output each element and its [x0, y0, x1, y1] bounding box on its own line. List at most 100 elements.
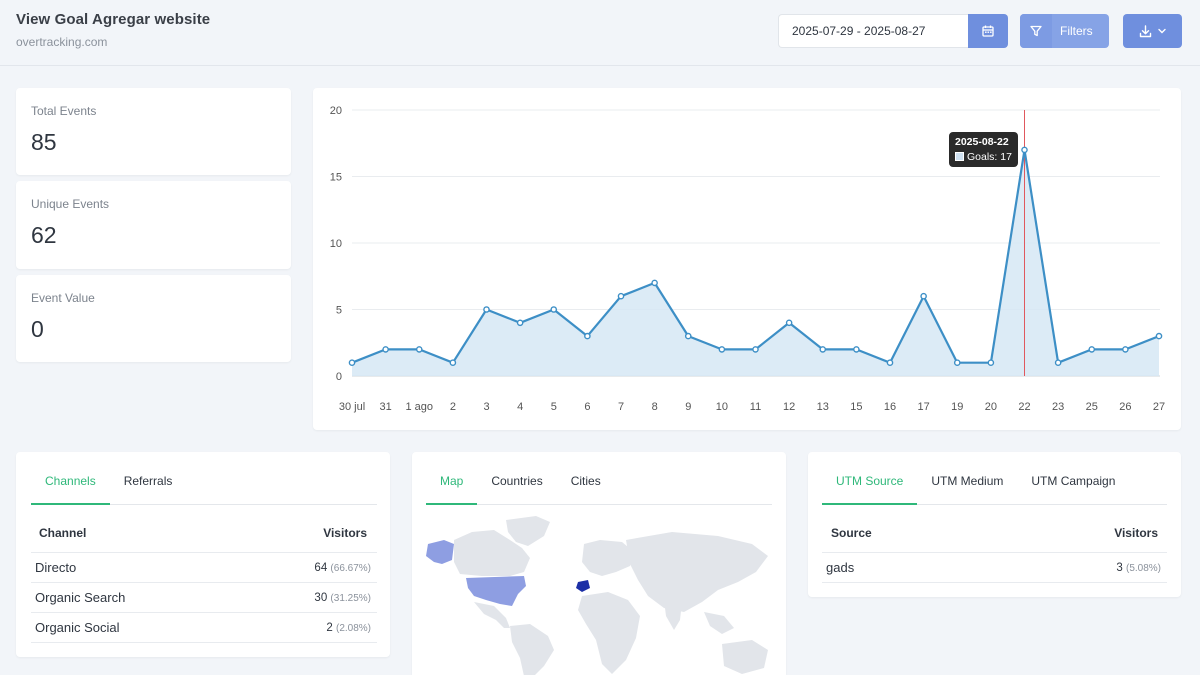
stat-label: Total Events [31, 104, 97, 118]
row-label: Directo [35, 560, 77, 575]
visitors-count: 3 [1116, 561, 1123, 574]
table-row[interactable]: Organic Social 2 (2.08%) [31, 613, 377, 643]
tab-referrals[interactable]: Referrals [123, 474, 173, 488]
row-label: Organic Search [35, 590, 126, 605]
x-tick-label: 20 [985, 401, 997, 413]
date-range-input[interactable]: 2025-07-29 - 2025-08-27 [778, 14, 968, 48]
x-tick-label: 23 [1052, 401, 1064, 413]
tab-utm-campaign[interactable]: UTM Campaign [1031, 474, 1116, 488]
stat-value: 0 [31, 316, 44, 342]
data-point [483, 306, 490, 313]
row-value: 2 (2.08%) [326, 622, 377, 634]
x-tick-label: 13 [817, 401, 829, 413]
data-point [987, 359, 995, 367]
map-region-south-america [510, 624, 554, 675]
tab-utm-medium[interactable]: UTM Medium [931, 474, 1004, 488]
data-point [617, 292, 625, 300]
x-tick-label: 16 [884, 401, 896, 413]
row-label: Organic Social [35, 620, 120, 635]
column-header-channel: Channel [39, 526, 87, 540]
geo-card: Map Countries Cities [412, 452, 786, 675]
data-point [516, 319, 524, 327]
data-point [886, 359, 894, 367]
x-tick-label: 19 [951, 401, 963, 413]
page-title: View Goal Agregar website [16, 11, 211, 28]
column-header-visitors: Visitors [1114, 526, 1158, 540]
x-tick-label: 8 [652, 401, 658, 413]
table-row[interactable]: Organic Search 30 (31.25%) [31, 583, 377, 613]
x-tick-label: 31 [380, 401, 392, 413]
download-button[interactable] [1123, 14, 1182, 48]
visitors-percent: (5.08%) [1125, 562, 1161, 574]
chevron-down-icon [1158, 28, 1166, 34]
row-value: 3 (5.08%) [1116, 562, 1167, 574]
map-region-greenland [506, 516, 550, 546]
x-tick-label: 5 [551, 401, 557, 413]
page-header: View Goal Agregar website overtracking.c… [0, 0, 1200, 66]
tooltip-swatch [955, 152, 964, 161]
data-point [718, 346, 726, 353]
stat-value: 85 [31, 129, 57, 155]
column-header-source: Source [831, 526, 872, 540]
stat-card-unique-events: Unique Events 62 [16, 181, 291, 269]
table-row[interactable]: gads 3 (5.08%) [822, 553, 1167, 583]
x-tick-label: 27 [1153, 401, 1165, 413]
filter-icon [1020, 14, 1052, 48]
filters-button[interactable]: Filters [1020, 14, 1109, 48]
map-region-se-asia [704, 612, 734, 634]
row-label: gads [826, 560, 855, 575]
data-point [953, 359, 961, 367]
row-value: 64 (66.67%) [314, 562, 377, 574]
x-tick-label: 10 [716, 401, 728, 413]
stat-label: Event Value [31, 291, 95, 305]
map-region-spain [576, 580, 590, 592]
map-region-europe [582, 540, 634, 576]
map-region-india [664, 600, 682, 630]
data-point [819, 346, 827, 353]
stat-value: 62 [31, 222, 57, 248]
channels-tabs: Channels Referrals [31, 458, 377, 505]
data-point [684, 332, 692, 340]
x-tick-label: 4 [517, 401, 523, 413]
data-point [651, 279, 658, 287]
calendar-button[interactable] [968, 14, 1008, 48]
tab-map[interactable]: Map [426, 458, 478, 505]
table-row[interactable]: Directo 64 (66.67%) [31, 553, 377, 583]
visitors-percent: (2.08%) [335, 622, 371, 634]
y-tick-label: 5 [336, 305, 342, 317]
x-tick-label: 1 ago [405, 401, 433, 413]
map-region-usa [466, 576, 526, 606]
world-map[interactable] [412, 516, 786, 675]
map-region-alaska [426, 540, 454, 564]
x-tick-label: 12 [783, 401, 795, 413]
x-tick-label: 26 [1119, 401, 1131, 413]
stat-card-total-events: Total Events 85 [16, 88, 291, 175]
data-point [382, 346, 389, 353]
site-domain: overtracking.com [16, 35, 108, 49]
tab-countries[interactable]: Countries [491, 474, 543, 488]
utm-tabs: UTM Source UTM Medium UTM Campaign [822, 458, 1167, 505]
map-region-canada [454, 530, 530, 576]
channels-card: Channels Referrals Channel Visitors Dire… [16, 452, 390, 657]
tab-channels[interactable]: Channels [31, 458, 110, 505]
visitors-percent: (31.25%) [330, 592, 371, 604]
visitors-count: 64 [314, 561, 328, 574]
visitors-percent: (66.67%) [330, 562, 371, 574]
y-tick-label: 15 [330, 172, 342, 184]
calendar-icon [982, 25, 994, 37]
series-area [352, 149, 1159, 376]
data-point [584, 332, 591, 340]
tooltip-value: Goals: 17 [967, 151, 1012, 163]
data-point [415, 346, 423, 353]
download-icon [1139, 24, 1152, 37]
visitors-count: 2 [326, 621, 333, 634]
tab-cities[interactable]: Cities [570, 474, 601, 488]
x-tick-label: 30 jul [339, 401, 365, 413]
tab-utm-source[interactable]: UTM Source [822, 458, 918, 505]
data-point [1155, 332, 1163, 340]
y-tick-label: 20 [330, 105, 342, 117]
x-tick-label: 3 [483, 401, 489, 413]
table-divider [31, 552, 377, 553]
stat-label: Unique Events [31, 197, 110, 211]
